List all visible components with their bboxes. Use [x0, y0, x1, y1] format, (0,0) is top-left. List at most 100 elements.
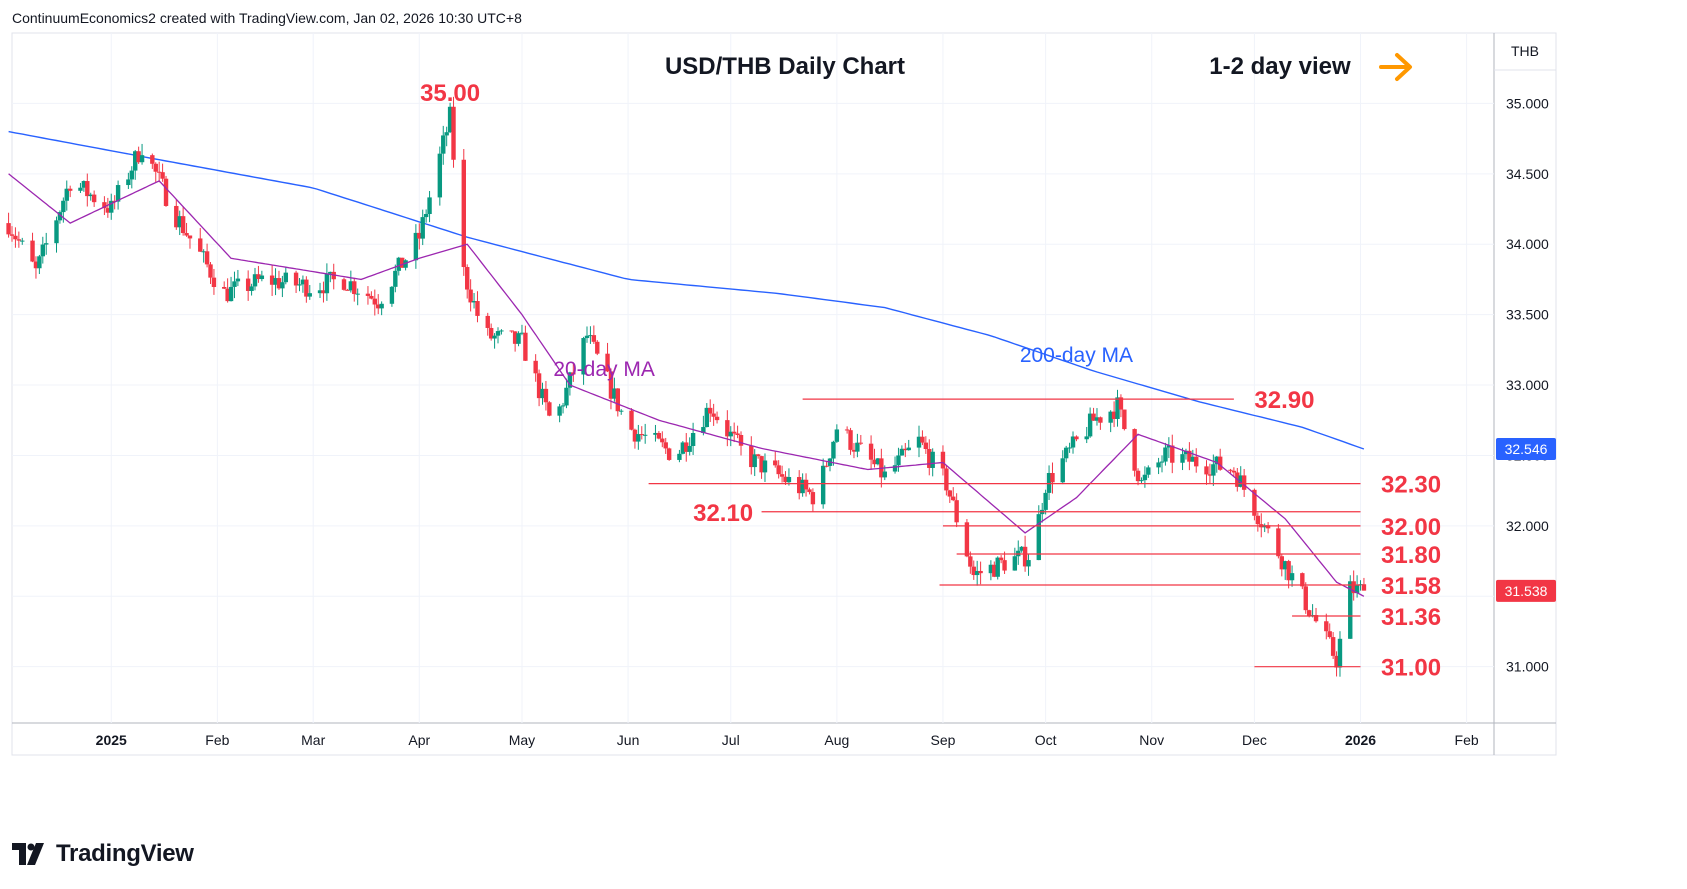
candle-body: [341, 279, 347, 290]
candle-body: [471, 301, 477, 303]
candle-body: [940, 451, 946, 469]
candle-body: [198, 238, 203, 252]
candle-body: [731, 431, 737, 434]
candle-body: [1265, 525, 1271, 529]
candle-body: [1276, 528, 1281, 557]
candle-body: [1146, 467, 1151, 475]
candle-body: [588, 335, 593, 337]
candle-body: [1180, 454, 1185, 463]
candle-body: [844, 429, 850, 431]
candle-body: [776, 465, 781, 475]
candle-body: [324, 273, 330, 294]
candle-body: [1204, 466, 1209, 475]
candle-body: [417, 232, 422, 239]
candle-body: [1139, 480, 1144, 482]
level-label-31.58: 31.58: [1381, 573, 1441, 600]
candle-body: [800, 479, 805, 494]
candle-body: [67, 188, 73, 191]
candle-body: [810, 492, 816, 505]
candle-body: [393, 270, 398, 287]
candle-body: [1159, 461, 1165, 463]
candle-body: [738, 434, 744, 446]
y-tick-label: 34.500: [1506, 166, 1549, 182]
candle-body: [547, 402, 552, 416]
level-label-32.90: 32.90: [1254, 387, 1314, 414]
candle-body: [567, 372, 573, 388]
candle-body: [447, 106, 453, 133]
candle-body: [858, 442, 864, 444]
candle-body: [1074, 436, 1079, 440]
tradingview-logo[interactable]: TradingView: [12, 840, 194, 868]
candle-body: [1334, 655, 1339, 668]
candle-body: [1183, 450, 1189, 455]
chart-title: USD/THB Daily Chart: [665, 53, 905, 80]
candle-body: [656, 432, 662, 439]
candle-body: [786, 477, 792, 483]
candle-body: [163, 178, 169, 206]
candle-body: [927, 448, 932, 468]
candle-body: [156, 171, 162, 173]
candle-body: [684, 442, 689, 452]
candle-body: [352, 281, 357, 295]
candle-body: [1094, 417, 1100, 421]
candle-body: [704, 407, 709, 428]
candle-body: [1019, 546, 1024, 551]
candle-body: [899, 448, 905, 456]
candle-body: [560, 405, 566, 407]
ma200-label: 200-day MA: [1020, 344, 1133, 367]
candle-body: [1207, 474, 1213, 476]
y-tick-label: 32.000: [1506, 518, 1549, 534]
candle-body: [1255, 515, 1261, 525]
y-tick-label: 33.500: [1506, 307, 1549, 323]
candle-body: [225, 288, 230, 302]
candle-body: [1327, 631, 1332, 638]
candle-body: [608, 371, 614, 399]
candle-body: [139, 155, 145, 163]
right-arrow-icon: [1379, 53, 1412, 81]
candle-body: [1091, 413, 1096, 421]
candle-body: [824, 465, 829, 467]
x-tick-label: Aug: [824, 732, 849, 748]
candle-body: [420, 217, 425, 239]
candle-body: [9, 234, 15, 236]
candle-layer: [6, 96, 1367, 677]
view-label: 1-2 day view: [1209, 53, 1351, 80]
candle-body: [389, 286, 395, 304]
grid-layer: [11, 32, 1557, 756]
candle-body: [1050, 472, 1055, 483]
candle-body: [102, 202, 107, 209]
candle-body: [1214, 456, 1219, 465]
candle-body: [369, 295, 374, 299]
candle-body: [1252, 489, 1257, 516]
ma20-label: 20-day MA: [553, 358, 655, 381]
price-badge-label: 31.538: [1505, 583, 1548, 599]
candle-body: [680, 442, 686, 454]
candle-body: [488, 327, 494, 339]
candle-body: [752, 454, 757, 468]
arrow-head: [1395, 53, 1412, 81]
candle-body: [1115, 397, 1120, 419]
candle-body: [1166, 445, 1172, 448]
candle-body: [1026, 560, 1031, 567]
candle-body: [54, 220, 59, 244]
candle-body: [615, 388, 621, 412]
x-tick-label: May: [509, 732, 535, 748]
candle-body: [735, 433, 740, 435]
candle-body: [1231, 470, 1237, 473]
candle-body: [820, 465, 826, 505]
candle-body: [595, 341, 600, 354]
candle-body: [64, 188, 69, 201]
x-tick-label: Mar: [301, 732, 325, 748]
candle-body: [1241, 475, 1247, 490]
candle-body: [423, 214, 429, 218]
candle-body: [1211, 464, 1216, 476]
candle-body: [1279, 556, 1284, 570]
candle-body: [636, 434, 641, 442]
candle-body: [256, 274, 261, 280]
candle-body: [968, 556, 973, 567]
candle-body: [779, 474, 785, 477]
candle-body: [355, 293, 360, 295]
candle-body: [30, 240, 35, 262]
